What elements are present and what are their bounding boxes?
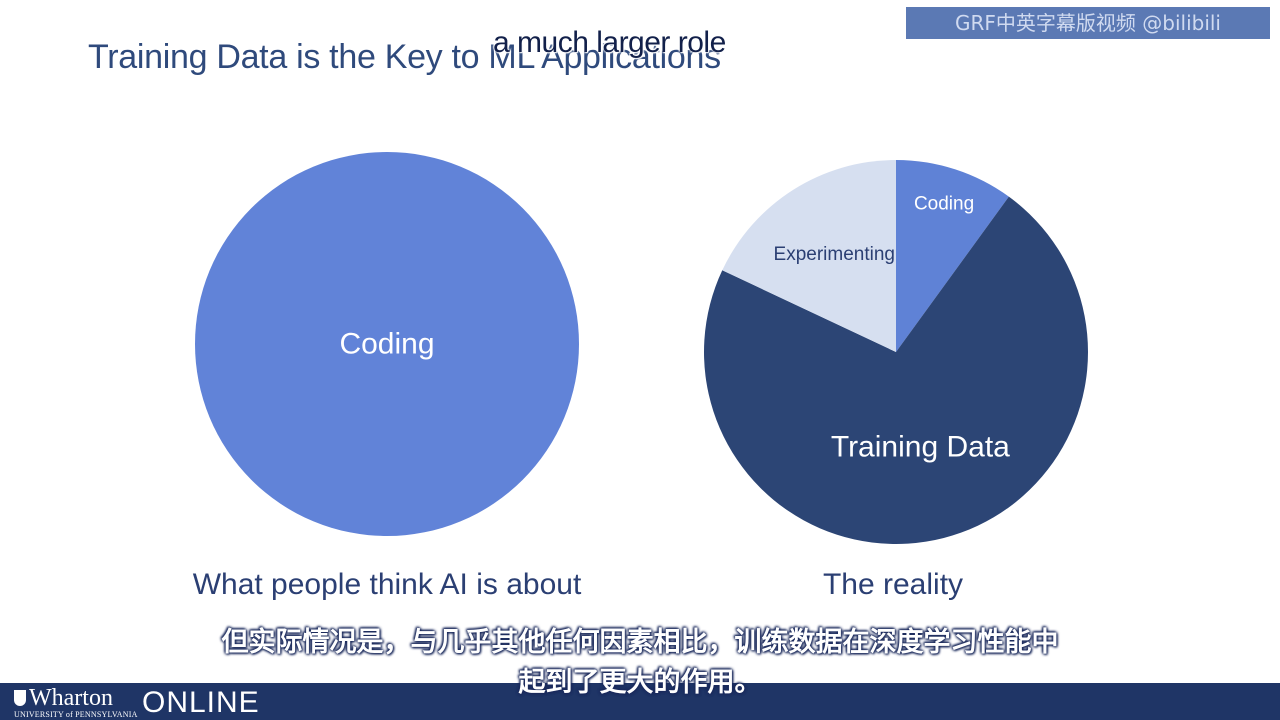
chart-caption-perception: What people think AI is about [192,568,582,601]
footer-bar [0,683,1280,720]
pie-label-coding: Coding [339,328,434,361]
wharton-logo-text: Wharton [29,685,113,711]
online-wordmark: ONLINE [142,686,260,719]
pie-slice-training-data [704,196,1088,544]
chinese-subtitle-line2: 起到了更大的作用。 [518,667,762,698]
pie-label-coding: Coding [914,194,974,215]
chinese-subtitle-line1: 但实际情况是，与几乎其他任何因素相比，训练数据在深度学习性能中 [221,627,1059,658]
chart-caption-reality: The reality [822,568,964,601]
english-caption-overlay: a much larger role [493,26,726,59]
pie-slice-coding [896,160,1009,352]
pie-chart-perception: Coding [195,152,579,536]
crest-icon [14,690,26,706]
pie-chart-reality: Coding Training Data Experimenting [704,160,1088,544]
slide-title: Training Data is the Key to ML Applicati… [88,38,721,76]
wharton-logo: Wharton [14,686,113,710]
pie-label-training-data: Training Data [831,430,1010,463]
pie-slice-coding [195,152,579,536]
pie-label-experimenting: Experimenting [774,244,895,265]
university-subtext: UNIVERSITY of PENNSYLVANIA [14,710,138,719]
pie-slice-experimenting [722,160,896,352]
video-watermark: GRF中英字幕版视频 @bilibili [906,7,1270,39]
